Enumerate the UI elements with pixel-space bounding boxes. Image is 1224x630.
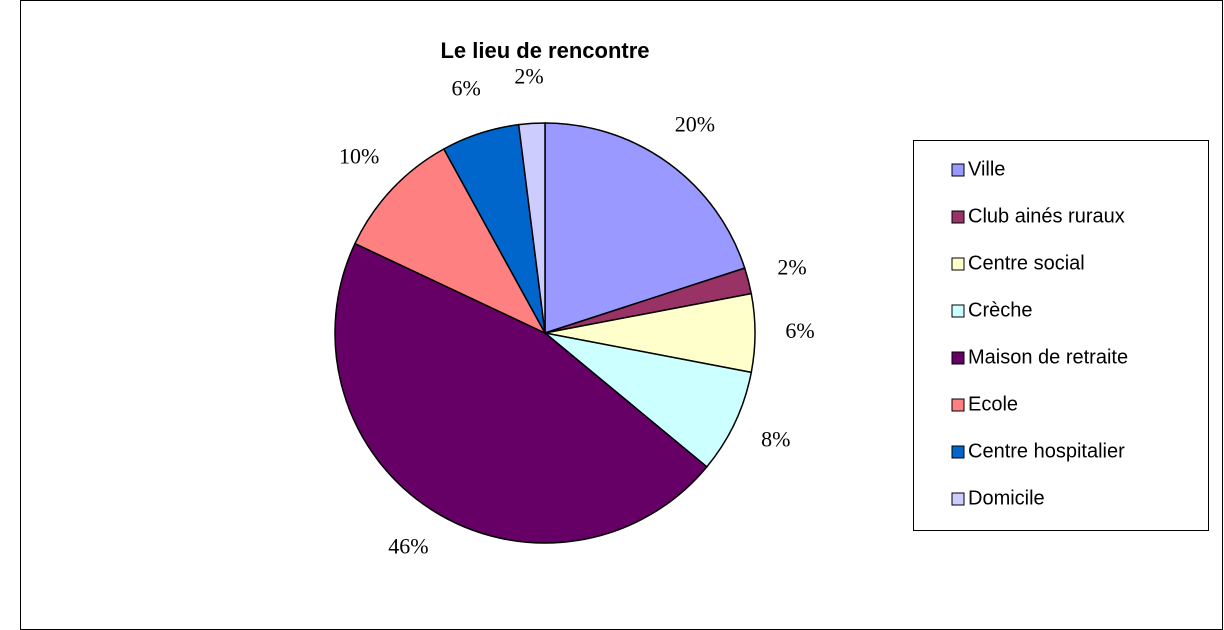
data-label: 46% xyxy=(388,533,428,558)
data-label: 20% xyxy=(675,112,715,137)
pie-slice xyxy=(334,242,708,544)
pie-slice xyxy=(544,332,753,468)
data-label: 8% xyxy=(761,427,790,452)
legend-swatch xyxy=(951,445,965,459)
legend-swatch xyxy=(951,163,965,177)
legend-swatch xyxy=(951,351,965,365)
legend-label: Domicile xyxy=(968,487,1045,509)
legend-box xyxy=(913,140,1209,531)
data-label: 6% xyxy=(452,76,481,101)
chart-title: Le lieu de rencontre xyxy=(440,38,649,63)
pie-slice xyxy=(544,122,746,335)
legend-label: Club ainés ruraux xyxy=(968,205,1125,227)
legend-label: Ville xyxy=(968,158,1005,180)
legend-swatch xyxy=(951,398,965,412)
pie-slice xyxy=(353,147,547,335)
legend-label: Ecole xyxy=(968,393,1018,415)
legend-label: Centre hospitalier xyxy=(968,440,1125,462)
data-label: 6% xyxy=(785,318,814,343)
data-label: 2% xyxy=(514,64,543,89)
legend-label: Crèche xyxy=(968,299,1032,321)
legend-label: Centre social xyxy=(968,252,1085,274)
data-label: 10% xyxy=(339,143,379,168)
legend-swatch xyxy=(951,304,965,318)
legend-label: Maison de retraite xyxy=(968,346,1128,368)
legend-swatch xyxy=(951,210,965,224)
pie-slice xyxy=(517,122,546,334)
legend-swatch xyxy=(951,492,965,506)
data-label: 2% xyxy=(777,255,806,280)
legend-swatch xyxy=(951,257,965,271)
